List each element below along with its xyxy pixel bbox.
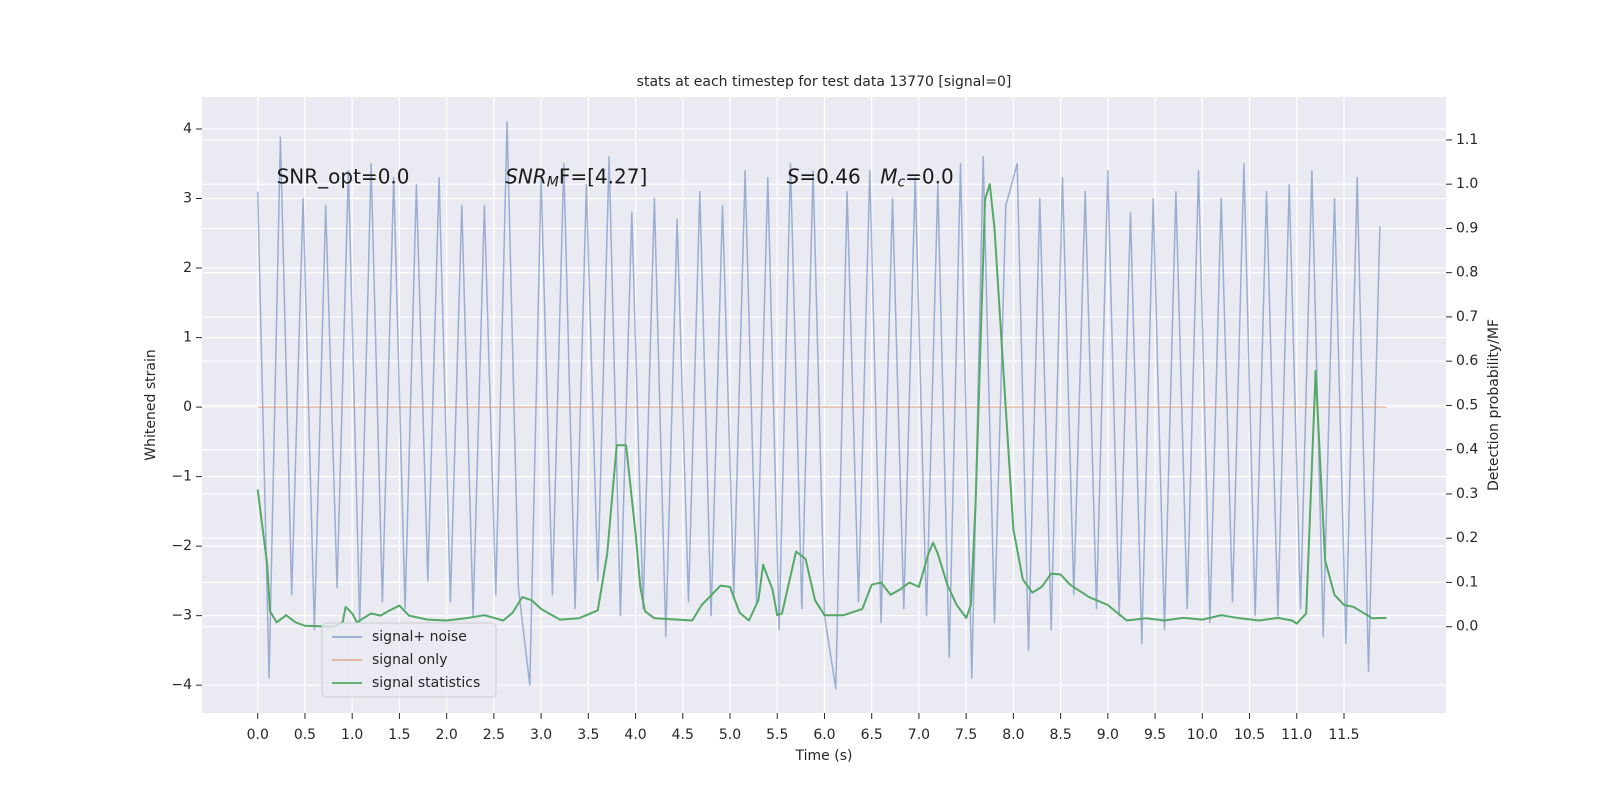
x-tick-label: 8.0: [1002, 727, 1024, 743]
y-tick-label: 3: [183, 191, 192, 207]
legend: signal+ noise signal only signal statistic…: [321, 622, 497, 698]
y2-tick-label: 0.6: [1456, 353, 1478, 369]
legend-label: signal statistics: [372, 675, 480, 691]
series-line: [256, 121, 1381, 690]
y-tick-label: −3: [171, 608, 192, 624]
x-tick-label: 3.0: [530, 727, 552, 743]
y2-tick-label: 1.0: [1456, 176, 1478, 192]
y2-tick-label: 0.5: [1456, 397, 1478, 413]
x-tick-label: 2.0: [436, 727, 458, 743]
x-tick-label: 9.5: [1144, 727, 1166, 743]
series-line: [256, 183, 1387, 628]
x-tick-label: 2.5: [483, 727, 505, 743]
x-tick-label: 6.5: [861, 727, 883, 743]
x-tick-label: 4.0: [624, 727, 646, 743]
y-tick-label: 1: [183, 330, 192, 346]
annotation: SNRMF=[4.27]: [505, 164, 647, 191]
x-tick-label: 10.0: [1187, 727, 1218, 743]
annotation-italic: S: [787, 164, 800, 188]
chart-title: stats at each timestep for test data 137…: [637, 74, 1012, 90]
y-tick-label: 4: [183, 121, 192, 137]
y-tick-label: 0: [183, 399, 192, 415]
x-tick-label: 3.5: [577, 727, 599, 743]
y2-tick-label: 0.4: [1456, 442, 1478, 458]
annotation: Mc=0.0: [880, 164, 954, 191]
y2-tick-label: 0.1: [1456, 574, 1478, 590]
x-tick-label: 4.5: [672, 727, 694, 743]
y2-tick-label: 0.3: [1456, 486, 1478, 502]
x-tick-label: 7.0: [908, 727, 930, 743]
x-axis-label: Time (s): [795, 748, 853, 764]
y-tick-label: 2: [183, 260, 192, 276]
y2-tick-label: 0.0: [1456, 619, 1478, 635]
x-tick-label: 5.0: [719, 727, 741, 743]
x-tick-label: 1.0: [341, 727, 363, 743]
x-tick-label: 0.5: [294, 727, 316, 743]
x-tick-label: 5.5: [766, 727, 788, 743]
y2-tick-label: 0.9: [1456, 220, 1478, 236]
annotation-text: F=[4.27]: [559, 164, 647, 188]
x-tick-label: 7.5: [955, 727, 977, 743]
annotation-sub: M: [547, 175, 559, 191]
x-tick-label: 6.0: [813, 727, 835, 743]
x-tick-label: 9.0: [1097, 727, 1119, 743]
legend-label: signal+ noise: [372, 629, 467, 645]
x-tick-label: 11.5: [1328, 727, 1359, 743]
y-tick-label: −4: [171, 677, 192, 693]
annotation-text: SNR_opt=0.0: [277, 164, 410, 188]
annotation: SNR_opt=0.0: [277, 164, 410, 188]
annotation-italic: M: [880, 164, 897, 188]
y-axis-label: Whitened strain: [143, 349, 159, 460]
legend-label: signal only: [372, 652, 447, 668]
annotation-sub: c: [897, 175, 905, 191]
y2-axis-label: Detection probability/MF: [1486, 319, 1502, 491]
x-tick-label: 10.5: [1234, 727, 1265, 743]
x-tick-label: 1.5: [388, 727, 410, 743]
y2-tick-label: 1.1: [1456, 132, 1478, 148]
annotation-italic: SNR: [505, 164, 547, 188]
annotation-text: =0.0: [905, 164, 954, 188]
annotation-text: =0.46: [799, 164, 860, 188]
annotation: S=0.46: [787, 164, 861, 188]
x-tick-label: 11.0: [1281, 727, 1312, 743]
y2-tick-label: 0.2: [1456, 530, 1478, 546]
legend-box: [321, 622, 497, 698]
y-tick-label: −2: [171, 538, 192, 554]
y2-tick-label: 0.7: [1456, 309, 1478, 325]
y2-tick-label: 0.8: [1456, 265, 1478, 281]
y-tick-label: −1: [171, 469, 192, 485]
x-tick-label: 8.5: [1049, 727, 1071, 743]
x-tick-label: 0.0: [247, 727, 269, 743]
